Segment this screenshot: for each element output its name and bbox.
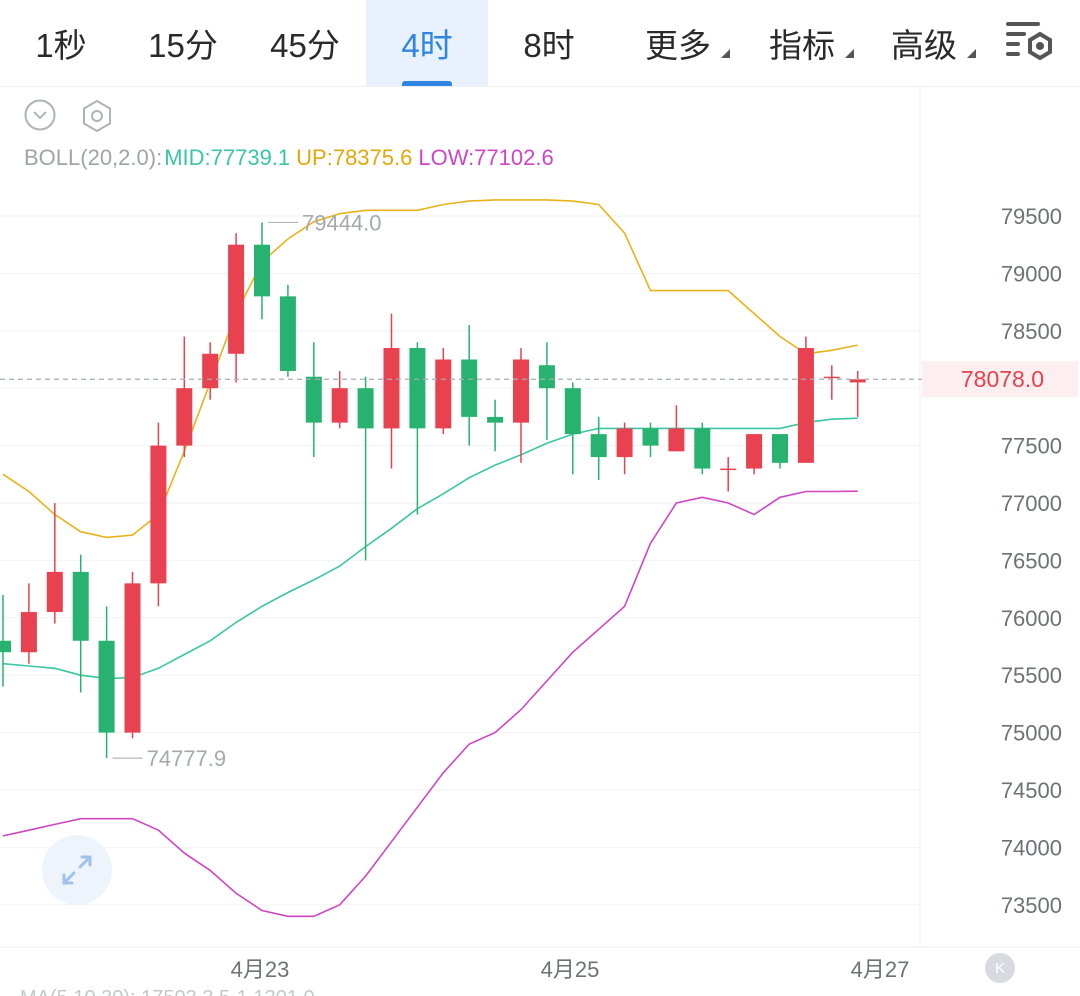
tab-label: 8时 (523, 27, 575, 64)
boll-params: BOLL(20,2.0): (24, 145, 163, 170)
tab-label: 更多 (645, 27, 711, 64)
y-tick-label: 77000 (1001, 491, 1062, 516)
candle-up (668, 428, 685, 452)
dropdown-caret-icon (721, 49, 730, 58)
kline-chart[interactable]: 7950079000785007800077500770007650076000… (0, 87, 1080, 996)
secondary-indicator-strip: MA(5,10,30): 17503.3 5·1 1301.0 (0, 988, 1080, 996)
candle-up (46, 571, 63, 613)
tab-label: 15分 (148, 27, 218, 64)
candle-up (823, 376, 840, 379)
y-tick-label: 79000 (1001, 261, 1062, 286)
dropdown-caret-icon (845, 49, 854, 58)
boll-mid-band (2, 417, 858, 680)
y-tick-label: 79500 (1001, 204, 1062, 229)
current-price-tag (922, 361, 1078, 398)
candle-up (176, 388, 193, 446)
tab-indicators-dropdown[interactable]: 指标 (744, 0, 860, 86)
candle-up (616, 428, 633, 458)
expand-arrows-icon (62, 855, 92, 885)
y-tick-label: 75000 (1001, 721, 1062, 746)
candle-down (357, 388, 374, 429)
candle-up (383, 348, 400, 429)
tab-more-dropdown[interactable]: 更多 (620, 0, 736, 86)
candle-down (279, 296, 296, 371)
tab-advanced-dropdown[interactable]: 高级 (866, 0, 982, 86)
candle-down (305, 376, 322, 423)
tab-label: 1秒 (35, 27, 87, 64)
y-tick-label: 74500 (1001, 778, 1062, 803)
x-tick-label: 4月25 (541, 957, 600, 982)
candle-down (538, 365, 555, 389)
candle-up (20, 612, 37, 653)
tab-label: 高级 (891, 27, 957, 64)
y-tick-label: 75500 (1001, 663, 1062, 688)
candle-down (409, 348, 426, 429)
y-tick-label: 76000 (1001, 606, 1062, 631)
tab-label: 45分 (270, 27, 340, 64)
boll-mid-value: MID:77739.1 (164, 145, 291, 170)
boll-up-value: UP:78375.6 (296, 145, 413, 170)
y-tick-label: 78500 (1001, 319, 1062, 344)
dropdown-caret-icon (967, 49, 976, 58)
candle-up (228, 244, 245, 354)
kline-toggle-icon[interactable]: K (985, 953, 1015, 983)
low-price-label: 74777.9 (147, 746, 227, 771)
tab-label: 4时 (401, 27, 453, 64)
candle-up (746, 434, 763, 469)
candle-up (435, 359, 452, 429)
candle-up (720, 468, 737, 471)
candle-up (513, 359, 529, 423)
candle-up (150, 445, 167, 584)
boll-lower-band (2, 490, 858, 918)
candle-down (461, 359, 478, 417)
timeframe-toolbar: 1秒 15分 45分 4时 8时 更多 指标 高级 (0, 0, 1080, 87)
chart-settings-icon[interactable] (1000, 16, 1058, 66)
candle-down (487, 416, 504, 423)
tab-4h[interactable]: 4时 (366, 0, 488, 86)
y-tick-label: 73500 (1001, 893, 1062, 918)
candle-down (642, 428, 659, 446)
collapse-indicator-chevron-icon[interactable] (24, 99, 56, 131)
candle-up (124, 583, 141, 733)
high-price-label: 79444.0 (302, 210, 382, 235)
candle-down (590, 434, 607, 458)
current-price-value: 78078.0 (961, 366, 1044, 392)
candle-up (202, 353, 219, 389)
candle-down (564, 388, 581, 435)
tab-15m[interactable]: 15分 (122, 0, 244, 86)
candle-up (331, 388, 348, 423)
indicator-settings-hex-icon[interactable] (80, 99, 111, 133)
x-tick-label: 4月23 (231, 957, 290, 982)
tab-45m[interactable]: 45分 (244, 0, 366, 86)
candle-down (98, 640, 115, 733)
candle-up (849, 379, 866, 383)
secondary-indicator-text: MA(5,10,30): 17503.3 5·1 1301.0 (20, 988, 315, 996)
y-tick-label: 77500 (1001, 434, 1062, 459)
tab-1s[interactable]: 1秒 (0, 0, 122, 86)
fullscreen-expand-button[interactable] (42, 835, 112, 905)
y-tick-label: 74000 (1001, 835, 1062, 860)
candlestick-chart: 7950079000785007800077500770007650076000… (0, 87, 1080, 982)
candle-down (772, 434, 788, 463)
candle-down (254, 244, 270, 297)
y-tick-label: 76500 (1001, 548, 1062, 573)
candle-down (72, 571, 89, 641)
candle-up (797, 348, 814, 463)
tab-8h[interactable]: 8时 (488, 0, 610, 86)
x-tick-label: 4月27 (851, 957, 910, 982)
candle-down (0, 640, 11, 653)
candle-down (694, 428, 711, 469)
boll-low-value: LOW:77102.6 (418, 145, 554, 170)
boll-legend: BOLL(20,2.0):MID:77739.1 UP:78375.6 LOW:77… (24, 145, 560, 171)
boll-upper-band (2, 199, 858, 539)
tab-label: 指标 (769, 27, 835, 64)
